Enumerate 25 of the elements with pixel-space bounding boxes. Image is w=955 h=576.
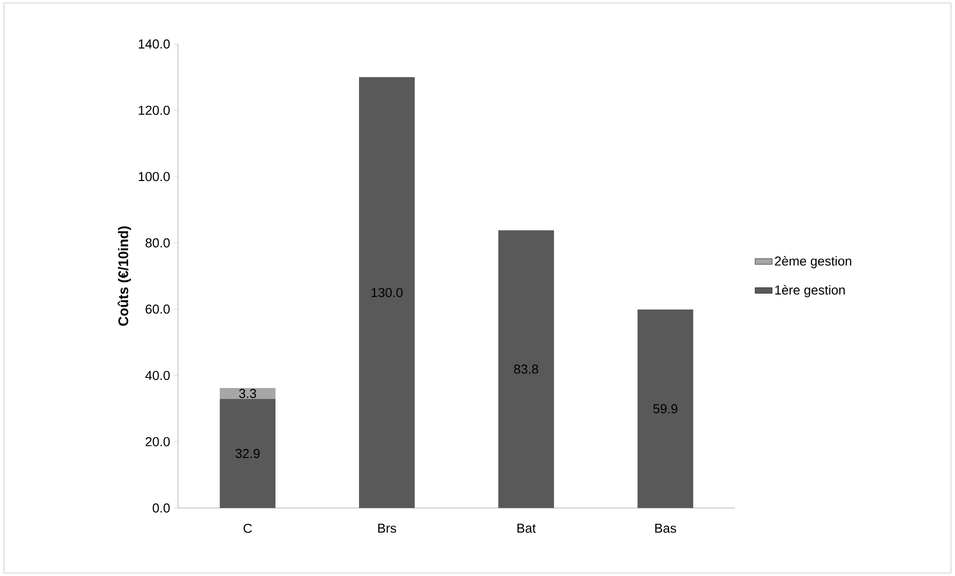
bar — [359, 77, 415, 508]
x-tick-label: Bas — [655, 524, 676, 533]
y-tick-label: 20.0 — [146, 437, 170, 446]
y-axis-title: Coûts (€/10ind) — [118, 226, 131, 326]
x-tick-label: Bat — [517, 524, 536, 533]
y-tick-label: 40.0 — [145, 370, 170, 380]
y-tick-label: 60.0 — [146, 304, 170, 314]
y-tick-label: 0.0 — [152, 503, 170, 513]
bar — [638, 309, 694, 508]
legend-label: 1ère gestion — [775, 284, 845, 298]
x-tick-label: Brs — [378, 524, 396, 533]
data-label: 130.0 — [372, 288, 403, 298]
bar — [498, 230, 554, 508]
y-tick-label: 140.0 — [138, 39, 170, 49]
x-tick-label: C — [244, 524, 252, 533]
legend-label: 2ème gestion — [774, 256, 852, 268]
y-tick-label: 120.0 — [138, 106, 170, 115]
y-tick-label: 100.0 — [138, 172, 170, 182]
data-label: 3.3 — [239, 388, 256, 398]
data-label: 83.8 — [514, 364, 538, 374]
bar — [220, 388, 276, 399]
y-tick-label: 80.0 — [146, 238, 170, 248]
data-label: 59.9 — [653, 404, 678, 414]
data-label: 32.9 — [236, 448, 260, 458]
bar — [220, 398, 276, 508]
